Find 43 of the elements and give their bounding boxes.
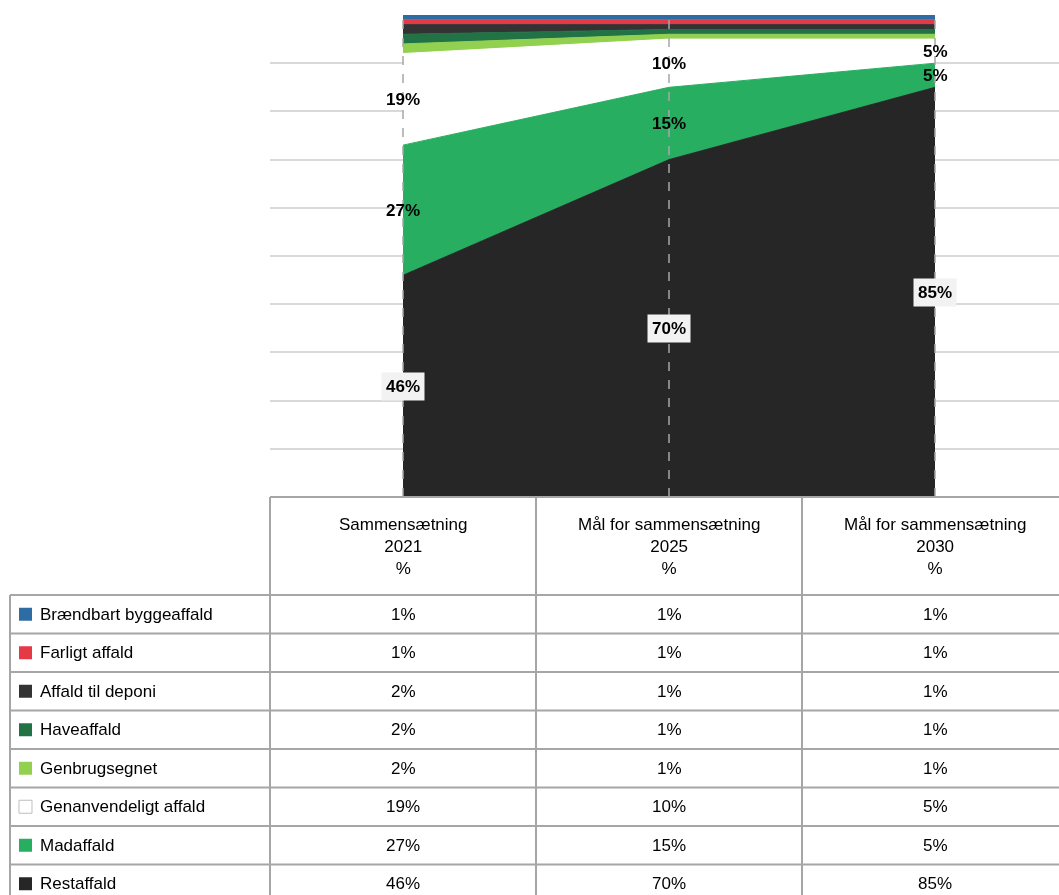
- x-tick-label: Sammensætning 2021 %: [339, 515, 468, 579]
- data-label: 1%: [657, 720, 682, 739]
- legend-label: Restaffald: [40, 874, 117, 893]
- data-label: 5%: [923, 836, 948, 855]
- data-label: 1%: [391, 605, 416, 624]
- legend-label: Madaffald: [40, 836, 115, 855]
- text: 5%: [923, 42, 948, 61]
- legend-label: Genanvendeligt affald: [40, 797, 206, 816]
- data-label: 85%: [918, 874, 953, 893]
- text: 85%: [918, 283, 953, 302]
- data-label: 2%: [391, 682, 416, 701]
- text: 19%: [386, 90, 421, 109]
- data-label: 1%: [391, 643, 416, 662]
- data-label: 5%: [923, 797, 948, 816]
- data-label: 27%: [386, 836, 421, 855]
- text: 10%: [652, 54, 687, 73]
- data-label: 2%: [391, 720, 416, 739]
- data-label: 1%: [923, 643, 948, 662]
- legend-label: Affald til deponi: [40, 682, 156, 701]
- legend-label: Farligt affald: [40, 643, 134, 662]
- data-label: 1%: [923, 682, 948, 701]
- x-tick-label: Mål for sammensætning 2025 %: [578, 515, 761, 579]
- data-label: 1%: [657, 682, 682, 701]
- data-label: 1%: [657, 643, 682, 662]
- text: 27%: [386, 201, 421, 220]
- text: 46%: [386, 377, 421, 396]
- legend-label: Haveaffald: [40, 720, 121, 739]
- data-label: 1%: [923, 720, 948, 739]
- data-label: 19%: [386, 797, 421, 816]
- text: 70%: [652, 319, 687, 338]
- data-label: 2%: [391, 759, 416, 778]
- legend-label: Brændbart byggeaffald: [40, 605, 213, 624]
- legend-label: Genbrugsegnet: [40, 759, 158, 778]
- data-label: 1%: [923, 759, 948, 778]
- data-label: 1%: [923, 605, 948, 624]
- text: 15%: [652, 114, 687, 133]
- data-label: 15%: [652, 836, 687, 855]
- data-label: 70%: [652, 874, 687, 893]
- data-label: 1%: [657, 605, 682, 624]
- data-label: 1%: [657, 759, 682, 778]
- data-label: 46%: [386, 874, 421, 893]
- x-tick-label: Mål for sammensætning 2030 %: [844, 515, 1027, 579]
- data-label: 10%: [652, 797, 687, 816]
